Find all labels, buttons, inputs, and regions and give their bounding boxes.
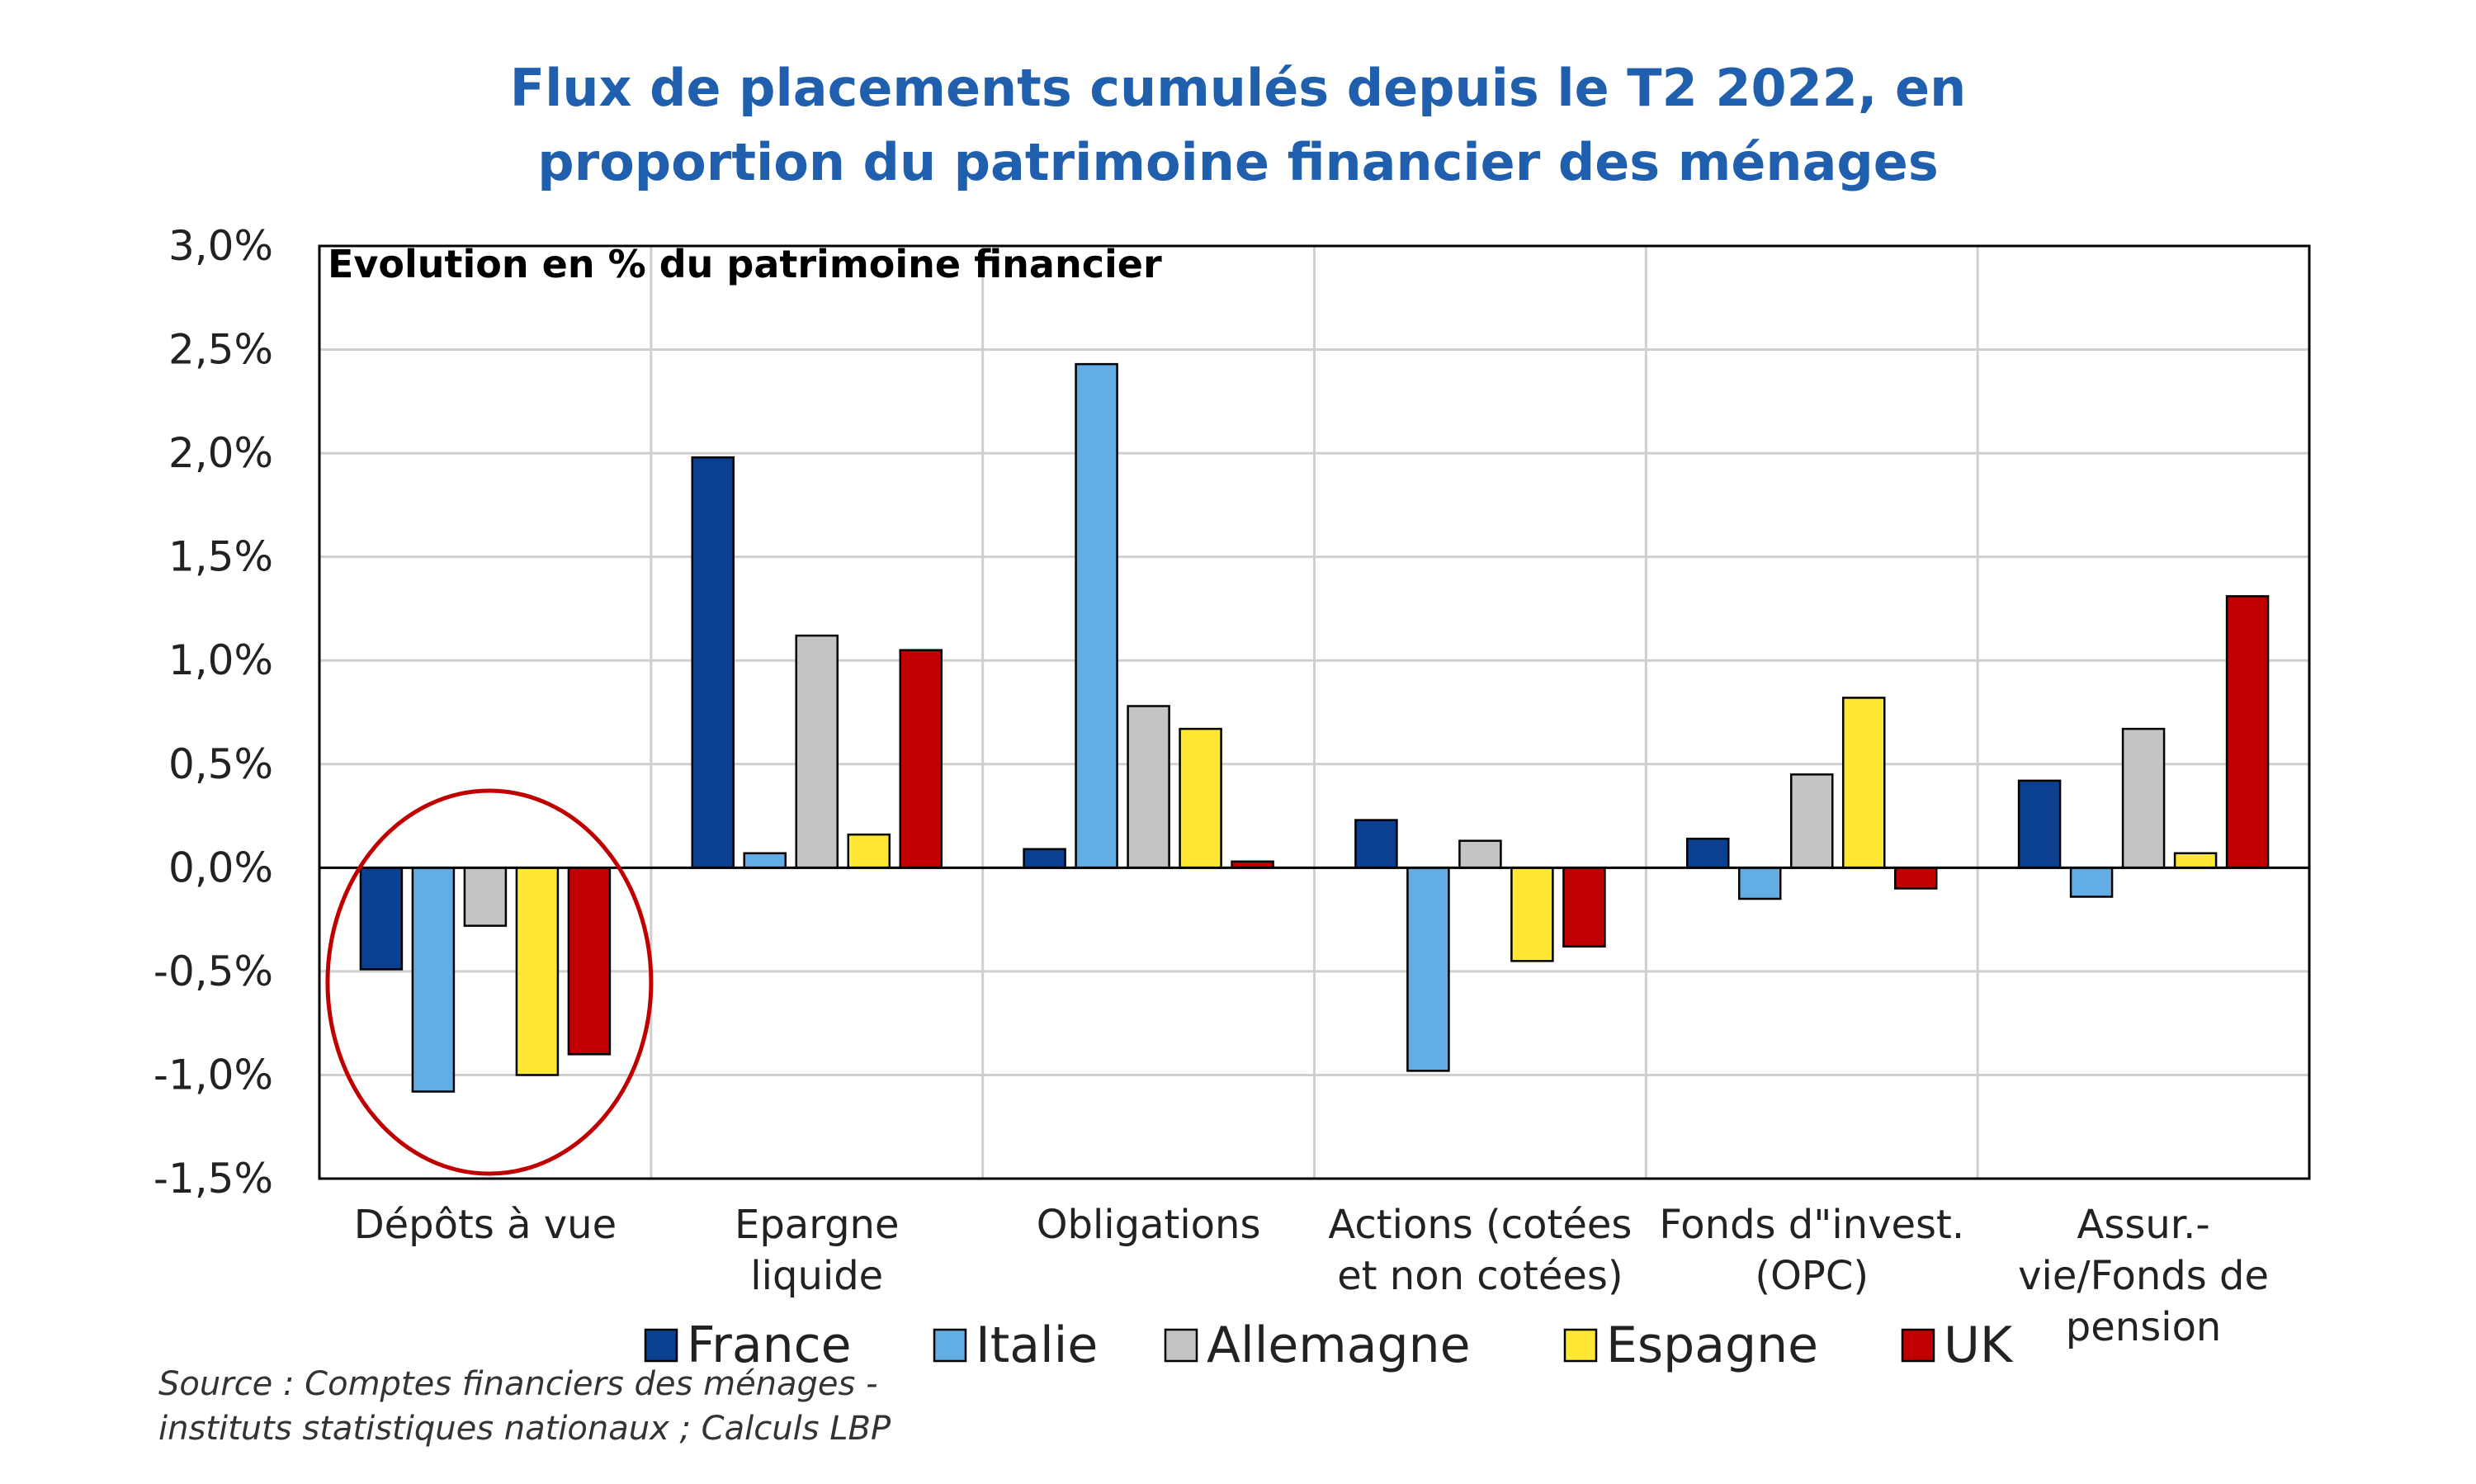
bar-italie-5 (2069, 867, 2114, 898)
bar-italie-3 (1406, 867, 1450, 1072)
bar-uk-0 (567, 867, 612, 1056)
x-axis-ticks: Dépôts à vue Epargne liquide Obligations Act… (354, 1202, 2269, 1350)
bar-espagne-0 (515, 867, 560, 1076)
x-category-label: (OPC) (1755, 1253, 1869, 1299)
bar-uk-3 (1562, 867, 1606, 948)
y-tick-label: 1,5% (168, 533, 273, 581)
bar-france-1 (691, 456, 735, 869)
bar-italie-4 (1738, 867, 1782, 900)
legend-label-espagne: Espagne (1606, 1316, 1818, 1374)
y-tick-label: -1,5% (154, 1155, 273, 1203)
bar-allemagne-1 (795, 634, 839, 869)
bar-uk-4 (1894, 867, 1938, 890)
y-tick-label: -1,0% (154, 1051, 273, 1099)
bar-italie-0 (411, 867, 456, 1093)
legend-label-italie: Italie (976, 1316, 1098, 1374)
bar-allemagne-3 (1458, 839, 1502, 869)
source-line-1: Source : Comptes financiers des ménages … (158, 1365, 878, 1403)
bar-france-0 (359, 867, 404, 971)
highlight-ellipse (325, 788, 654, 1176)
bar-allemagne-5 (2121, 727, 2166, 869)
bar-espagne-1 (847, 833, 891, 869)
source-line-2: instituts statistiques nationaux ; Calcu… (158, 1410, 891, 1448)
bar-france-4 (1686, 837, 1730, 869)
y-axis-ticks: 3,0% 2,5% 2,0% 1,5% 1,0% 0,5% 0,0% -0,5% -1,0% -1… (154, 222, 273, 1203)
y-tick-label: -0,5% (154, 948, 273, 995)
x-category-label: Actions (cotées (1328, 1202, 1632, 1248)
bar-france-3 (1354, 819, 1398, 869)
y-tick-label: 2,0% (168, 429, 273, 477)
x-category-label: Obligations (1037, 1202, 1261, 1248)
x-category-label: Epargne (735, 1202, 900, 1248)
legend-swatch-france (644, 1328, 678, 1363)
bar-italie-2 (1075, 362, 1118, 869)
y-tick-label: 2,5% (168, 326, 273, 374)
bar-allemagne-0 (463, 867, 508, 927)
x-category-label: Dépôts à vue (354, 1202, 617, 1248)
x-category-label: pension (2066, 1304, 2222, 1350)
legend-swatch-allemagne (1164, 1328, 1198, 1363)
bar-espagne-5 (2173, 852, 2218, 869)
y-tick-label: 0,0% (168, 844, 273, 891)
chart-title-line-1: Flux de placements cumulés depuis le T2 … (510, 58, 1966, 118)
bar-allemagne-2 (1127, 705, 1170, 869)
legend-swatch-espagne (1563, 1328, 1598, 1363)
bar-france-2 (1023, 848, 1066, 869)
x-category-label: et non cotées) (1337, 1253, 1623, 1299)
bar-espagne-3 (1510, 867, 1554, 962)
bars (359, 362, 2270, 1093)
legend-swatch-uk (1901, 1328, 1935, 1363)
x-category-label: Assur.- (2077, 1202, 2209, 1248)
y-tick-label: 1,0% (168, 636, 273, 684)
x-category-label: liquide (750, 1253, 883, 1299)
x-category-label: vie/Fonds de (2018, 1253, 2269, 1299)
bar-espagne-2 (1179, 727, 1222, 869)
inner-axis-label: Evolution en % du patrimoine financier (328, 242, 1162, 286)
plot-frame (318, 244, 2311, 1180)
bar-italie-1 (743, 852, 787, 869)
gridlines (319, 244, 2309, 1180)
bar-espagne-4 (1842, 697, 1886, 869)
legend-label-allemagne: Allemagne (1207, 1316, 1471, 1374)
x-category-label: Fonds d"invest. (1659, 1202, 1964, 1248)
bar-allemagne-4 (1790, 773, 1834, 869)
legend-label-france: France (687, 1316, 852, 1374)
chart-title-line-2: proportion du patrimoine financier des m… (537, 132, 1939, 192)
bar-uk-1 (899, 649, 943, 869)
y-tick-label: 0,5% (168, 740, 273, 788)
bar-uk-5 (2225, 595, 2270, 869)
y-tick-label: 3,0% (168, 222, 273, 270)
legend: France Italie Allemagne Espagne UK (644, 1316, 2014, 1374)
bar-france-5 (2017, 779, 2062, 869)
legend-label-uk: UK (1944, 1316, 2014, 1374)
legend-swatch-italie (933, 1328, 967, 1363)
